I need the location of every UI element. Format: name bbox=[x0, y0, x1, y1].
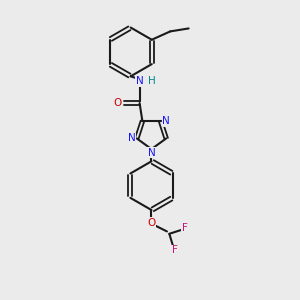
Text: F: F bbox=[182, 224, 188, 233]
Text: N: N bbox=[136, 76, 143, 86]
Text: O: O bbox=[147, 218, 156, 227]
Text: O: O bbox=[113, 98, 122, 108]
Text: N: N bbox=[128, 134, 135, 143]
Text: N: N bbox=[148, 148, 155, 158]
Text: F: F bbox=[172, 245, 178, 255]
Text: H: H bbox=[148, 76, 155, 86]
Text: N: N bbox=[162, 116, 170, 126]
